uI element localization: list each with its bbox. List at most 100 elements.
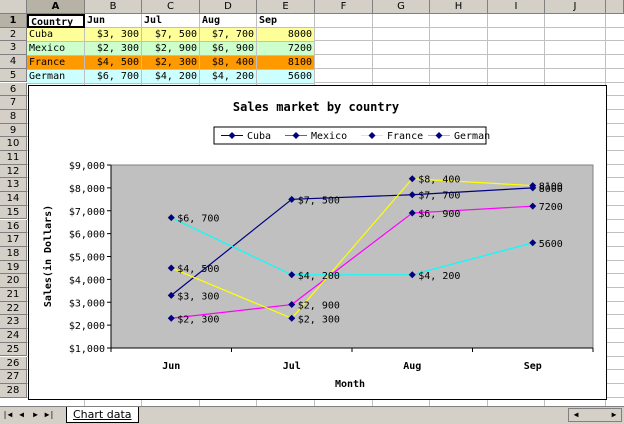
column-header-b[interactable]: B xyxy=(85,0,142,14)
grid-row-line xyxy=(27,67,624,69)
cell-d2[interactable]: $7, 700 xyxy=(200,28,257,42)
cell-a1[interactable]: Country xyxy=(27,14,85,28)
cell-b1[interactable]: Jun xyxy=(85,14,142,28)
row-header-17[interactable]: 17 xyxy=(0,233,27,247)
embedded-chart[interactable]: Sales market by country $1,000 $2,000 $3,00… xyxy=(28,85,607,400)
column-header-a[interactable]: A xyxy=(27,0,85,14)
data-point-german xyxy=(167,214,175,222)
row-header-24[interactable]: 24 xyxy=(0,329,27,343)
legend-marker-mexico xyxy=(292,132,300,139)
cell-b3[interactable]: $2, 300 xyxy=(85,42,142,56)
row-header-5[interactable]: 5 xyxy=(0,68,27,83)
cell-b4[interactable]: $4, 500 xyxy=(85,56,142,70)
series-line-mexico xyxy=(171,205,533,319)
data-point-france xyxy=(408,175,416,183)
column-header-f[interactable]: F xyxy=(315,0,373,14)
row-header-6[interactable]: 6 xyxy=(0,82,27,97)
row-header-9[interactable]: 9 xyxy=(0,123,27,138)
row-header-27[interactable]: 27 xyxy=(0,370,27,384)
cell-c4[interactable]: $2, 300 xyxy=(142,56,200,70)
row-header-23[interactable]: 23 xyxy=(0,315,27,330)
cell-e4[interactable]: 8100 xyxy=(257,56,315,70)
row-header-10[interactable]: 10 xyxy=(0,137,27,151)
chart-title: Sales market by country xyxy=(233,100,399,114)
row-header-11[interactable]: 11 xyxy=(0,151,27,165)
row-header-22[interactable]: 22 xyxy=(0,301,27,316)
cell-c5[interactable]: $4, 200 xyxy=(142,70,200,84)
row-header-25[interactable]: 25 xyxy=(0,342,27,357)
row-header-26[interactable]: 26 xyxy=(0,356,27,371)
cell-e3[interactable]: 7200 xyxy=(257,42,315,56)
row-header-21[interactable]: 21 xyxy=(0,288,27,302)
cell-d3[interactable]: $6, 900 xyxy=(200,42,257,56)
legend-label-cuba: Cuba xyxy=(247,131,271,142)
next-sheet-icon[interactable]: ▶ xyxy=(33,410,38,419)
row-header-7[interactable]: 7 xyxy=(0,96,27,110)
scroll-right-icon[interactable]: ▶ xyxy=(611,410,617,419)
data-label-cuba: 8000 xyxy=(539,184,563,195)
column-header-g[interactable]: G xyxy=(373,0,430,14)
data-point-mexico xyxy=(167,314,175,322)
last-sheet-icon[interactable]: ▶| xyxy=(44,410,55,419)
cell-c2[interactable]: $7, 500 xyxy=(142,28,200,42)
cell-b5[interactable]: $6, 700 xyxy=(85,70,142,84)
column-header-c[interactable]: C xyxy=(142,0,200,14)
column-header-h[interactable]: H xyxy=(430,0,488,14)
select-all-corner[interactable] xyxy=(0,0,27,14)
scroll-left-icon[interactable]: ◀ xyxy=(573,410,579,419)
cell-e5[interactable]: 5600 xyxy=(257,70,315,84)
column-header-j[interactable]: J xyxy=(545,0,606,14)
row-header-8[interactable]: 8 xyxy=(0,109,27,124)
row-header-13[interactable]: 13 xyxy=(0,178,27,193)
row-header-12[interactable]: 12 xyxy=(0,164,27,179)
data-label-france: $8, 400 xyxy=(418,175,460,186)
legend-label-france: France xyxy=(387,131,423,142)
cell-b2[interactable]: $3, 300 xyxy=(85,28,142,42)
data-label-german: $6, 700 xyxy=(177,214,219,225)
plot-area xyxy=(110,164,594,349)
cell-a3[interactable]: Mexico xyxy=(27,42,85,56)
cell-c1[interactable]: Jul xyxy=(142,14,200,28)
horizontal-scrollbar[interactable] xyxy=(568,408,622,422)
data-label-france: 8100 xyxy=(539,182,563,193)
cell-a4[interactable]: France xyxy=(27,56,85,70)
grid-row-line xyxy=(27,54,624,56)
cell-a5[interactable]: German xyxy=(27,70,85,84)
row-header-16[interactable]: 16 xyxy=(0,219,27,234)
data-label-france: $4, 500 xyxy=(177,264,219,275)
cell-d1[interactable]: Aug xyxy=(200,14,257,28)
data-label-german: 5600 xyxy=(539,239,563,250)
y-tick-label: $1,000 xyxy=(69,344,105,355)
legend-marker-german xyxy=(435,132,443,139)
row-header-18[interactable]: 18 xyxy=(0,246,27,261)
row-header-1[interactable]: 1 xyxy=(0,14,27,28)
data-point-france xyxy=(529,182,537,190)
y-tick-label: $5,000 xyxy=(69,253,105,264)
sheet-tab-chart-data[interactable]: Chart data xyxy=(66,407,139,423)
cell-d4[interactable]: $8, 400 xyxy=(200,56,257,70)
row-header-15[interactable]: 15 xyxy=(0,205,27,220)
cell-d5[interactable]: $4, 200 xyxy=(200,70,257,84)
cell-e1[interactable]: Sep xyxy=(257,14,315,28)
row-header-28[interactable]: 28 xyxy=(0,383,27,398)
y-tick-label: $4,000 xyxy=(69,275,105,286)
cell-c3[interactable]: $2, 900 xyxy=(142,42,200,56)
data-label-mexico: 7200 xyxy=(539,202,563,213)
legend-marker-cuba xyxy=(228,132,236,139)
cell-a2[interactable]: Cuba xyxy=(27,28,85,42)
data-point-german xyxy=(288,271,296,279)
row-header-14[interactable]: 14 xyxy=(0,192,27,206)
column-header-i[interactable]: I xyxy=(488,0,545,14)
column-header-e[interactable]: E xyxy=(257,0,315,14)
row-header-2[interactable]: 2 xyxy=(0,27,27,42)
row-header-20[interactable]: 20 xyxy=(0,274,27,288)
row-header-3[interactable]: 3 xyxy=(0,41,27,56)
row-header-4[interactable]: 4 xyxy=(0,55,27,69)
cell-e2[interactable]: 8000 xyxy=(257,28,315,42)
data-label-mexico: $2, 300 xyxy=(177,314,219,325)
legend-marker-france xyxy=(368,132,376,139)
column-header-d[interactable]: D xyxy=(200,0,257,14)
first-sheet-icon[interactable]: |◀ xyxy=(2,410,13,419)
prev-sheet-icon[interactable]: ◀ xyxy=(19,410,24,419)
row-header-19[interactable]: 19 xyxy=(0,260,27,275)
